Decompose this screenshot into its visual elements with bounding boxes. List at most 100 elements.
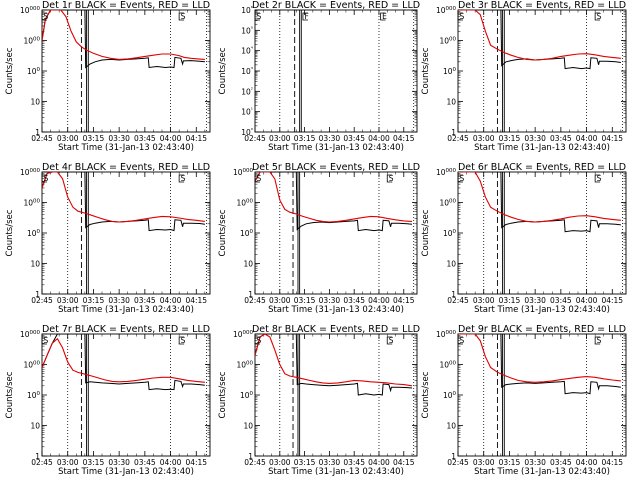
chart-panel-4: Det 4r BLACK = Events, RED = LLD 1 10 100 10…: [5, 162, 211, 315]
x-axis-label: Start Time (31-Jan-13 02:43:40): [58, 467, 194, 477]
chart-title: Det 9r BLACK = Events, RED = LLD: [458, 324, 626, 335]
x-tick-label: 03:00: [269, 458, 291, 467]
y-tick-label: 1: [451, 128, 456, 137]
mode-label: S: [44, 12, 49, 21]
y-tick-label: 10¹: [241, 107, 253, 117]
x-tick-label: 03:45: [134, 458, 156, 467]
y-tick-label: 1000: [439, 199, 456, 208]
y-tick-label: 1: [451, 452, 456, 461]
chart-panel-8: Det 8r BLACK = Events, RED = LLD 1 10 100 10…: [218, 324, 420, 477]
x-tick-label: 02:45: [447, 296, 469, 305]
y-tick-label: 1000: [23, 199, 40, 208]
mode-bracket: [457, 174, 463, 183]
y-tick-label: 10: [30, 422, 40, 431]
x-tick-label: 03:30: [108, 296, 130, 305]
x-tick-label: 04:00: [160, 134, 182, 143]
y-tick-label: 10²: [241, 86, 253, 96]
y-tick-label: 10000: [20, 330, 41, 339]
x-tick-label: 03:30: [319, 296, 341, 305]
y-tick-label: 100: [240, 391, 254, 400]
mode-bracket: [178, 336, 185, 345]
x-tick-label: 03:45: [134, 134, 156, 143]
x-tick-label: 03:45: [343, 458, 365, 467]
chart-panel-5: Det 5r BLACK = Events, RED = LLD 1 10 100 10…: [218, 162, 420, 315]
events-rate-line: [42, 334, 205, 391]
lld-rate-line: [255, 172, 413, 223]
y-tick-label: 10000: [233, 168, 254, 177]
mode-bracket: [41, 174, 47, 183]
y-tick-label: 100: [27, 229, 41, 238]
y-tick-label: 1000: [439, 361, 456, 370]
y-tick-label: 10000: [233, 330, 254, 339]
x-axis-label: Start Time (31-Jan-13 02:43:40): [474, 467, 610, 477]
x-tick-label: 04:00: [368, 134, 390, 143]
mode-label: S: [257, 336, 262, 345]
y-tick-label: 1: [248, 452, 253, 461]
x-tick-label: 03:00: [269, 296, 291, 305]
x-tick-label: 03:00: [57, 458, 79, 467]
y-axis-label: Counts/sec: [5, 371, 15, 418]
mode-bracket: [41, 336, 47, 345]
lld-rate-line: [42, 10, 205, 60]
x-tick-label: 03:15: [294, 134, 316, 143]
x-tick-label: 03:30: [319, 458, 341, 467]
y-tick-label: 100: [27, 391, 41, 400]
x-axis-label: Start Time (31-Jan-13 02:43:40): [474, 305, 610, 315]
y-tick-label: 10: [30, 260, 40, 269]
x-tick-label: 04:00: [368, 296, 390, 305]
x-tick-label: 03:30: [108, 458, 130, 467]
y-tick-label: 10000: [436, 6, 457, 15]
plot-frame: [41, 333, 211, 457]
mode-label: S: [597, 174, 602, 183]
y-axis-label: Counts/sec: [421, 47, 431, 94]
x-tick-label: 03:00: [57, 134, 79, 143]
x-tick-label: 04:00: [576, 134, 598, 143]
x-tick-label: 03:45: [550, 296, 572, 305]
x-tick-label: 03:15: [83, 296, 105, 305]
mode-bracket: [254, 174, 260, 183]
mode-label: S: [389, 174, 394, 183]
lld-rate-line: [458, 172, 621, 223]
y-tick-label: 10³: [241, 66, 253, 76]
x-tick-label: 02:45: [447, 134, 469, 143]
y-axis-label: Counts/sec: [218, 47, 228, 94]
mode-label: S: [460, 336, 465, 345]
x-tick-label: 03:30: [524, 134, 546, 143]
mode-label: S: [597, 12, 602, 21]
y-tick-label: 100: [443, 67, 457, 76]
chart-panel-6: Det 6r BLACK = Events, RED = LLD 1 10 100 10…: [421, 162, 627, 315]
plot-frame: [254, 171, 418, 295]
x-tick-label: 04:15: [393, 458, 415, 467]
x-tick-label: 03:15: [499, 296, 521, 305]
x-tick-label: 02:45: [244, 134, 266, 143]
y-axis-label: Counts/sec: [5, 47, 15, 94]
y-tick-label: 10: [243, 422, 253, 431]
y-tick-label: 1: [35, 290, 40, 299]
chart-panel-9: Det 9r BLACK = Events, RED = LLD 1 10 100 10…: [421, 324, 627, 477]
x-tick-label: 03:45: [550, 458, 572, 467]
x-tick-label: 03:15: [499, 134, 521, 143]
x-axis-label: Start Time (31-Jan-13 02:43:40): [58, 305, 194, 315]
y-axis-label: Counts/sec: [218, 371, 228, 418]
x-tick-label: 04:15: [601, 458, 623, 467]
chart-panel-3: Det 3r BLACK = Events, RED = LLD 1 10 100 10…: [421, 0, 627, 153]
x-tick-label: 04:15: [393, 134, 415, 143]
mode-label: E: [382, 12, 387, 21]
y-tick-label: 10000: [20, 6, 41, 15]
x-axis-label: Start Time (31-Jan-13 02:43:40): [268, 143, 404, 153]
y-tick-label: 1: [248, 290, 253, 299]
mode-bracket: [254, 12, 260, 21]
mode-bracket: [386, 174, 393, 183]
mode-label: S: [460, 174, 465, 183]
mode-label: S: [44, 336, 49, 345]
chart-panel-1: Det 1r BLACK = Events, RED = LLD 1 10 100 10…: [5, 0, 211, 153]
plot-frame: [457, 333, 627, 457]
x-tick-label: 04:00: [160, 458, 182, 467]
events-rate-line: [458, 334, 621, 395]
y-axis-label: Counts/sec: [421, 209, 431, 256]
y-tick-label: 1000: [439, 37, 456, 46]
y-tick-label: 10000: [436, 330, 457, 339]
x-tick-label: 04:15: [185, 134, 207, 143]
chart-title: Det 5r BLACK = Events, RED = LLD: [252, 162, 420, 173]
